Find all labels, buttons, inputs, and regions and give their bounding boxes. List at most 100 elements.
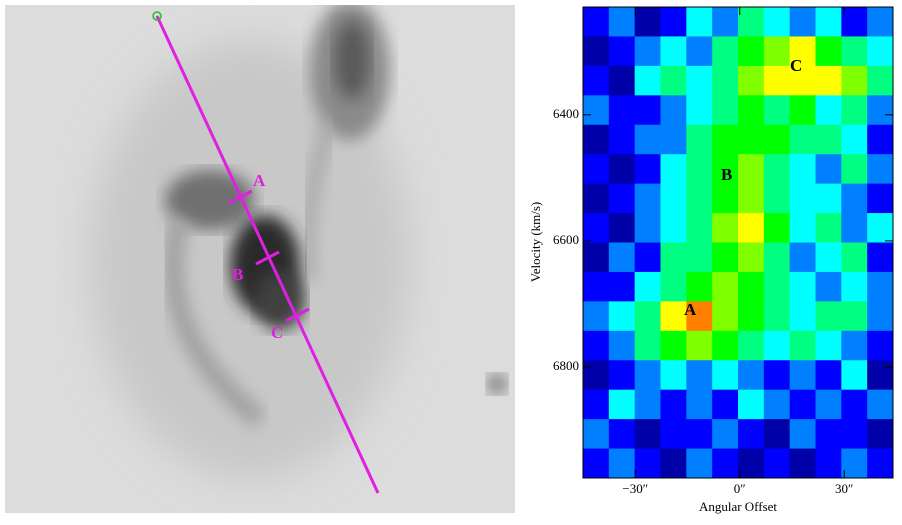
heat-cell <box>815 183 842 214</box>
heat-cell <box>634 65 661 96</box>
heat-cell <box>815 154 842 185</box>
heat-cell <box>789 95 816 126</box>
heat-cell <box>712 242 739 273</box>
heat-cell <box>763 301 791 332</box>
heat-cell <box>789 360 816 391</box>
heat-cell <box>867 330 894 361</box>
y-axis-label: Velocity (km/s) <box>528 202 543 283</box>
x-tick-label: 30″ <box>835 481 853 496</box>
heat-cell <box>583 419 610 450</box>
heat-cell <box>608 389 636 420</box>
heat-cell <box>660 95 687 126</box>
heat-cell <box>738 65 765 96</box>
heat-cell <box>608 448 636 479</box>
heat-cell <box>841 242 868 273</box>
y-tick-label: 6600 <box>553 232 579 247</box>
heat-cell <box>867 301 894 332</box>
heat-cell <box>738 36 765 67</box>
heat-cell <box>712 448 739 479</box>
heat-cell <box>841 36 868 67</box>
heat-cell <box>738 213 765 243</box>
heat-cell <box>608 65 636 96</box>
heat-cell <box>867 7 894 37</box>
heat-cell <box>738 242 765 273</box>
heat-cell <box>763 242 791 273</box>
heat-cell <box>763 419 791 450</box>
heat-cell <box>841 7 868 37</box>
heat-cell <box>634 330 661 361</box>
heat-cell <box>763 213 791 243</box>
heat-cell <box>763 389 791 420</box>
heat-cell <box>789 65 816 96</box>
heat-cell <box>608 124 636 155</box>
y-tick-label: 6800 <box>553 358 579 373</box>
heat-cell <box>867 242 894 273</box>
heat-cell <box>867 154 894 185</box>
heat-cell <box>841 419 868 450</box>
heat-cell <box>867 65 894 96</box>
heat-cell <box>686 7 713 37</box>
heat-cell <box>660 242 687 273</box>
slit-label: C <box>271 323 283 342</box>
heat-cell <box>608 330 636 361</box>
heat-cell <box>841 65 868 96</box>
heat-cell <box>815 7 842 37</box>
heat-cell <box>583 271 610 302</box>
heat-cell <box>660 154 687 185</box>
heat-cell <box>712 7 739 37</box>
heat-cell <box>841 95 868 126</box>
x-axis-label: Angular Offset <box>699 499 777 514</box>
heat-cell <box>763 448 791 479</box>
heat-cell <box>789 36 816 67</box>
heat-cell <box>634 183 661 214</box>
heat-cell <box>660 124 687 155</box>
heat-cell <box>738 183 765 214</box>
heat-cell <box>789 330 816 361</box>
annotation: B <box>721 165 732 184</box>
heat-cell <box>686 95 713 126</box>
heat-cell <box>583 95 610 126</box>
heat-cell <box>763 7 791 37</box>
heat-cell <box>841 301 868 332</box>
heat-cell <box>789 242 816 273</box>
heat-cell <box>634 360 661 391</box>
heat-cell <box>583 448 610 479</box>
heat-cell <box>867 95 894 126</box>
heat-cell <box>634 419 661 450</box>
heat-cell <box>867 360 894 391</box>
heat-cell <box>712 65 739 96</box>
heat-cell <box>660 183 687 214</box>
heat-cell <box>660 213 687 243</box>
heat-cell <box>686 36 713 67</box>
heat-cell <box>867 271 894 302</box>
heat-cell <box>660 448 687 479</box>
heat-cell <box>738 419 765 450</box>
heat-cell <box>738 271 765 302</box>
heat-cell <box>712 124 739 155</box>
heat-cell <box>608 213 636 243</box>
heat-cell <box>634 154 661 185</box>
heat-cell <box>686 389 713 420</box>
heat-cell <box>789 448 816 479</box>
heat-cell <box>815 448 842 479</box>
heat-cell <box>660 419 687 450</box>
heat-cell <box>815 213 842 243</box>
heat-cell <box>686 124 713 155</box>
heat-cell <box>608 95 636 126</box>
heat-cell <box>815 301 842 332</box>
heat-cell <box>841 271 868 302</box>
heat-cell <box>867 389 894 420</box>
heat-cell <box>763 124 791 155</box>
heat-cell <box>608 154 636 185</box>
heat-cell <box>763 360 791 391</box>
heat-cell <box>608 183 636 214</box>
annotation: A <box>684 300 697 319</box>
heat-cell <box>583 36 610 67</box>
heatmap <box>583 7 894 479</box>
heat-cell <box>634 95 661 126</box>
heat-cell <box>867 36 894 67</box>
heat-cell <box>583 7 610 37</box>
heat-cell <box>815 242 842 273</box>
slit-label: B <box>232 265 243 284</box>
heat-cell <box>841 330 868 361</box>
